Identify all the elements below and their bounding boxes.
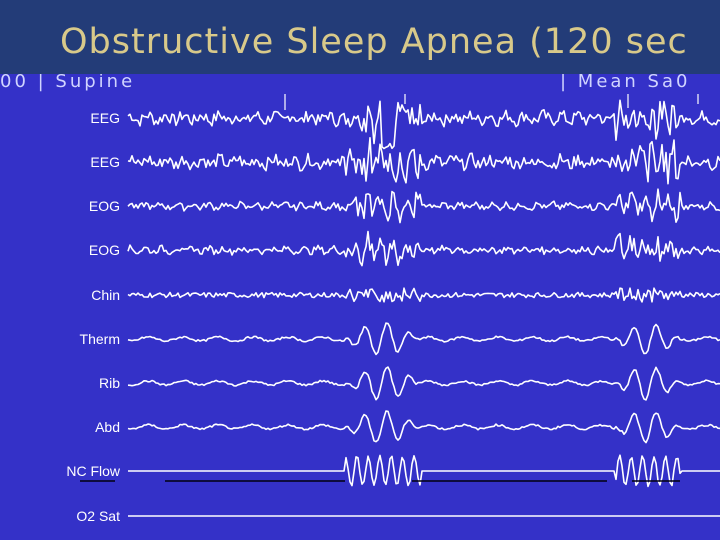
channel-label-chin: Chin [91, 287, 120, 303]
channel-label-eog-1: EOG [88, 198, 120, 214]
title-bar: Obstructive Sleep Apnea (120 sec [0, 0, 720, 74]
channel-label-abd: Abd [95, 419, 120, 435]
trace-chin [127, 287, 720, 303]
trace-rib [127, 366, 720, 401]
channel-label-rib: Rib [98, 375, 120, 391]
trace-eeg-1 [127, 99, 720, 150]
trace-eeg-2 [127, 137, 720, 185]
trace-nc-flow [128, 454, 720, 488]
trace-eog-1 [127, 188, 720, 224]
channel-label-nc-flow: NC Flow [66, 463, 120, 479]
channel-label-eeg-2: EEG [90, 154, 120, 170]
channel-label-eeg-1: EEG [90, 110, 120, 126]
channel-label-o2-sat: O2 Sat [76, 508, 120, 524]
trace-therm [127, 322, 720, 356]
recording-header-strip: 00 | Supine | Mean Sa0 [0, 74, 720, 94]
header-right-text: | Mean Sa0 [560, 74, 691, 92]
channel-label-therm: Therm [79, 331, 120, 347]
slide-title: Obstructive Sleep Apnea (120 sec [60, 22, 688, 62]
header-left-text: 00 | Supine [0, 74, 136, 92]
trace-eog-2 [127, 230, 720, 267]
trace-abd [127, 410, 720, 444]
channel-label-eog-2: EOG [88, 242, 120, 258]
